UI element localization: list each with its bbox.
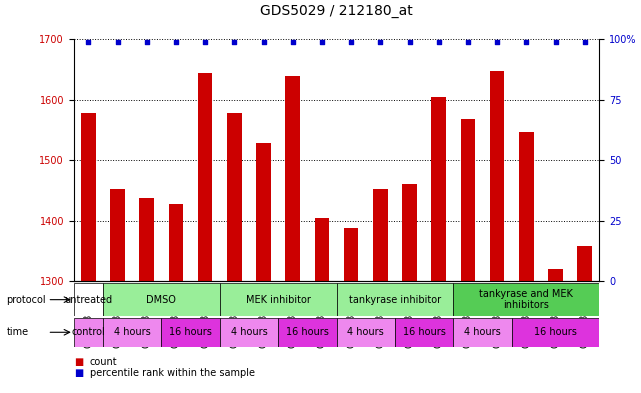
Point: [229, 39, 240, 45]
Text: ■: ■: [74, 367, 83, 378]
Bar: [220, 318, 278, 347]
Bar: [278, 318, 337, 347]
Text: time: time: [6, 327, 29, 337]
Text: 4 hours: 4 hours: [231, 327, 267, 337]
Text: percentile rank within the sample: percentile rank within the sample: [90, 367, 254, 378]
Point: [433, 39, 444, 45]
Text: 16 hours: 16 hours: [403, 327, 445, 337]
Bar: [337, 283, 453, 316]
Text: 16 hours: 16 hours: [534, 327, 577, 337]
Text: 16 hours: 16 hours: [286, 327, 329, 337]
Point: [288, 39, 298, 45]
Bar: [403, 184, 417, 281]
Text: untreated: untreated: [64, 295, 112, 305]
Bar: [285, 75, 300, 281]
Text: MEK inhibitor: MEK inhibitor: [246, 295, 310, 305]
Point: [375, 39, 385, 45]
Bar: [548, 269, 563, 281]
Bar: [344, 228, 358, 281]
Text: 4 hours: 4 hours: [464, 327, 501, 337]
Bar: [256, 143, 271, 281]
Bar: [140, 198, 154, 281]
Bar: [453, 283, 599, 316]
Text: 4 hours: 4 hours: [347, 327, 384, 337]
Point: [142, 39, 152, 45]
Bar: [395, 318, 453, 347]
Text: DMSO: DMSO: [146, 295, 176, 305]
Bar: [337, 318, 395, 347]
Bar: [519, 132, 533, 281]
Point: [171, 39, 181, 45]
Bar: [461, 119, 475, 281]
Point: [258, 39, 269, 45]
Text: 16 hours: 16 hours: [169, 327, 212, 337]
Point: [83, 39, 94, 45]
Bar: [373, 189, 388, 281]
Bar: [162, 318, 220, 347]
Point: [463, 39, 473, 45]
Bar: [198, 73, 212, 281]
Bar: [103, 318, 162, 347]
Bar: [103, 283, 220, 316]
Point: [317, 39, 327, 45]
Text: 4 hours: 4 hours: [113, 327, 151, 337]
Bar: [453, 318, 512, 347]
Bar: [431, 97, 446, 281]
Text: ■: ■: [74, 356, 83, 367]
Point: [404, 39, 415, 45]
Text: tankyrase and MEK
inhibitors: tankyrase and MEK inhibitors: [479, 289, 573, 310]
Bar: [110, 189, 125, 281]
Bar: [74, 318, 103, 347]
Point: [112, 39, 122, 45]
Bar: [169, 204, 183, 281]
Bar: [227, 113, 242, 281]
Bar: [512, 318, 599, 347]
Point: [551, 39, 561, 45]
Text: protocol: protocol: [6, 295, 46, 305]
Bar: [578, 246, 592, 281]
Text: tankyrase inhibitor: tankyrase inhibitor: [349, 295, 441, 305]
Point: [492, 39, 503, 45]
Point: [579, 39, 590, 45]
Bar: [81, 113, 96, 281]
Bar: [74, 283, 103, 316]
Text: GDS5029 / 212180_at: GDS5029 / 212180_at: [260, 4, 413, 18]
Text: control: control: [71, 327, 105, 337]
Bar: [315, 218, 329, 281]
Text: count: count: [90, 356, 117, 367]
Bar: [220, 283, 337, 316]
Point: [346, 39, 356, 45]
Point: [200, 39, 210, 45]
Bar: [490, 71, 504, 281]
Point: [521, 39, 531, 45]
